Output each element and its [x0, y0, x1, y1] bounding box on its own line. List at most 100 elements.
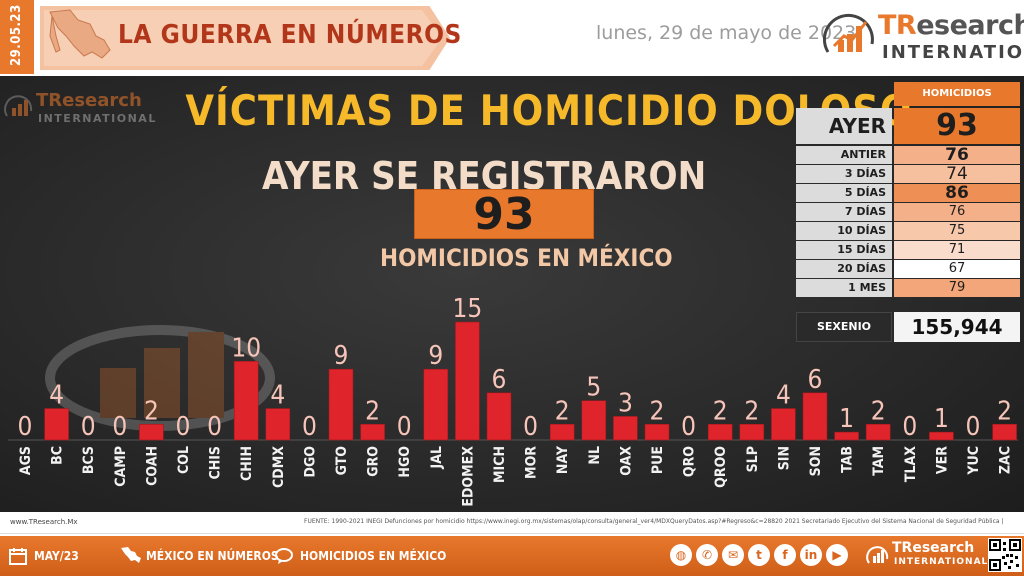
category-label: NAY — [555, 445, 571, 474]
source-strip: www.TResearch.Mx FUENTE: 1990-2021 INEGI… — [0, 512, 1024, 534]
stats-ayer-label: AYER — [796, 108, 892, 144]
email-icon[interactable]: ✉ — [722, 544, 744, 566]
category-label: EDOMEX — [460, 446, 476, 507]
bar-value-label: 6 — [492, 365, 507, 395]
brand-logo: TResearch INTERNATIONAL — [822, 8, 1024, 68]
stats-row-value: 76 — [894, 146, 1020, 164]
bar-value-label: 4 — [270, 381, 285, 411]
linkedin-icon[interactable]: in — [800, 544, 822, 566]
bar-zac — [992, 423, 1017, 441]
brand-international: INTERNATIONAL — [882, 42, 1024, 63]
header: 29.05.23 LA GUERRA EN NÚMEROS lunes, 29 … — [0, 0, 1024, 74]
watermark-brand: TResearch — [36, 90, 142, 111]
bar-value-label: 5 — [586, 373, 601, 403]
stats-row: 7 DÍAS 76 — [796, 203, 1022, 221]
bar-value-label: 0 — [681, 412, 696, 442]
bar-value-label: 2 — [744, 396, 759, 426]
source-text: FUENTE: 1990-2021 INEGI Defunciones por … — [304, 518, 1004, 525]
category-label: CHIS — [208, 446, 224, 480]
header-date: lunes, 29 de mayo de 2023 — [596, 22, 857, 44]
mexico-map-icon — [121, 547, 141, 563]
bar-value-label: 2 — [555, 396, 570, 426]
bar-value-label: 0 — [902, 412, 917, 442]
category-label: COAH — [144, 446, 160, 486]
source-site[interactable]: www.TResearch.Mx — [10, 518, 78, 526]
bar-gto — [328, 368, 354, 441]
category-label: HGO — [397, 446, 413, 478]
category-label: TLAX — [903, 446, 919, 482]
brand-chart-icon — [822, 13, 874, 53]
bar-value-label: 4 — [776, 381, 791, 411]
bar-value-label: 0 — [81, 412, 96, 442]
category-label: BCS — [81, 446, 97, 474]
date-tab: 29.05.23 — [0, 0, 34, 74]
category-label: GRO — [366, 446, 382, 477]
bar-cdmx — [265, 408, 291, 441]
stats-row-label: 1 MES — [796, 279, 892, 297]
bar-nl — [581, 400, 607, 441]
stats-row-value: 76 — [894, 203, 1020, 221]
stats-row: 3 DÍAS 74 — [796, 165, 1022, 183]
bar-value-label: 10 — [231, 333, 261, 363]
category-label: SIN — [776, 446, 792, 470]
footer: MAY/23 MÉXICO EN NÚMEROS HOMICIDIOS EN M… — [0, 536, 1024, 576]
stats-row-value: 86 — [894, 184, 1020, 202]
bar-value-label: 0 — [523, 412, 538, 442]
category-label: MOR — [524, 446, 540, 479]
total-caption: HOMICIDIOS EN MÉXICO — [380, 244, 673, 272]
footer-brand-international: INTERNATIONAL — [894, 557, 989, 567]
footer-brand: TResearch INTERNATIONAL — [866, 540, 987, 572]
category-label: DGO — [302, 446, 318, 478]
category-label: NL — [587, 446, 603, 465]
category-label: ZAC — [998, 446, 1014, 474]
bar-tab — [834, 431, 859, 441]
bar-value-label: 0 — [302, 412, 317, 442]
category-label: SON — [808, 446, 824, 476]
stats-row-value: 74 — [894, 165, 1020, 183]
bar-jal — [423, 368, 449, 441]
bar-coah — [139, 423, 164, 441]
youtube-icon[interactable]: ▶ — [826, 544, 848, 566]
whatsapp-icon[interactable]: ✆ — [696, 544, 718, 566]
bar-ver — [929, 431, 954, 441]
stats-row-label: ANTIER — [796, 146, 892, 164]
watermark-chart-icon — [4, 95, 33, 117]
footer-brand-chart-icon — [866, 546, 889, 564]
stats-row-ayer: AYER 93 — [796, 108, 1022, 144]
footer-brand-name: TResearch — [892, 540, 975, 556]
bar-value-label: 0 — [18, 412, 33, 442]
bar-value-label: 1 — [839, 404, 854, 434]
bar-value-label: 4 — [49, 381, 64, 411]
bar-mich — [486, 392, 512, 441]
bar-value-label: 2 — [365, 396, 380, 426]
bar-value-label: 2 — [997, 396, 1012, 426]
category-label: BC — [50, 446, 66, 465]
bar-value-label: 2 — [871, 396, 886, 426]
brand-name: TResearch — [878, 10, 1024, 41]
footer-homicidios-label: HOMICIDIOS EN MÉXICO — [300, 549, 447, 563]
footer-month-label: MAY/23 — [34, 549, 79, 563]
stats-row: 5 DÍAS 86 — [796, 184, 1022, 202]
stats-row-value: 79 — [894, 279, 1020, 297]
bar-value-label: 9 — [334, 341, 349, 371]
bar-chart: 0AGS4BC0BCS0CAMP2COAH0COL0CHIS10CHIH4CDM… — [8, 294, 1018, 507]
calendar-icon — [9, 548, 27, 565]
twitter-icon[interactable]: t — [748, 544, 770, 566]
bar-gro — [360, 423, 385, 441]
stats-row-sexenio: SEXENIO 155,944 — [796, 312, 1022, 342]
category-label: JAL — [429, 446, 445, 469]
bar-value-label: 0 — [112, 412, 127, 442]
category-label: GTO — [334, 446, 350, 476]
globe-icon[interactable]: ◍ — [670, 544, 692, 566]
bar-value-label: 1 — [934, 404, 949, 434]
bar-value-label: 0 — [207, 412, 222, 442]
stats-ayer-value: 93 — [894, 108, 1020, 144]
bar-value-label: 15 — [453, 294, 483, 324]
watermark-logo: TResearch INTERNATIONAL — [4, 88, 155, 128]
sexenio-label: SEXENIO — [796, 312, 892, 342]
banner-title: LA GUERRA EN NÚMEROS — [118, 20, 462, 50]
qr-code-icon[interactable] — [988, 538, 1022, 572]
facebook-icon[interactable]: f — [774, 544, 796, 566]
category-label: PUE — [650, 446, 666, 474]
bar-value-label: 6 — [808, 365, 823, 395]
